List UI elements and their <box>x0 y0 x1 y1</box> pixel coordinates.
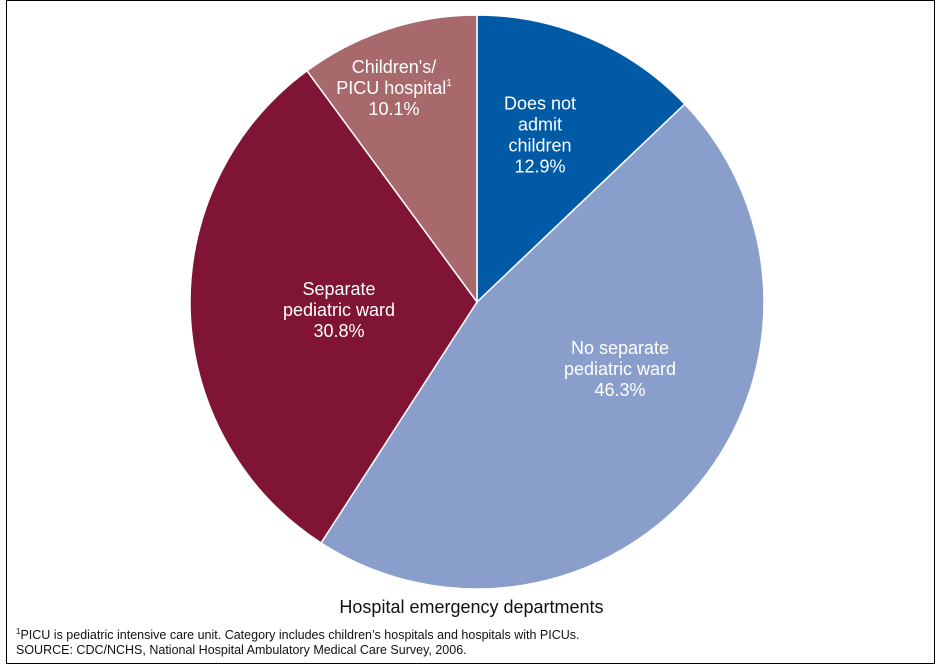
footnote-text: PICU is pediatric intensive care unit. C… <box>20 628 580 642</box>
chart-caption: Hospital emergency departments <box>339 597 604 617</box>
footnote-marker: 1 <box>16 626 21 636</box>
slice-name-label: pediatric ward <box>564 359 676 379</box>
chart-notes: 1PICU is pediatric intensive care unit. … <box>16 626 580 658</box>
slice-name-label: children <box>508 135 571 155</box>
pie-slice-2 <box>189 69 478 544</box>
slice-value-label: 12.9% <box>514 156 565 176</box>
slice-name-label: Children's/ <box>352 57 436 77</box>
slice-name-label: Does not <box>504 93 576 113</box>
slice-name-label: No separate <box>571 338 669 358</box>
footnote: 1PICU is pediatric intensive care unit. … <box>16 626 580 643</box>
slice-value-label: 46.3% <box>594 380 645 400</box>
slice-name-label: Separate <box>302 279 375 299</box>
slice-name-label: admit <box>518 114 562 134</box>
slice-name-label: PICU hospital1 <box>336 78 452 98</box>
pie-slice-3 <box>305 14 478 305</box>
pie-slice-0 <box>476 14 686 304</box>
source-note: SOURCE: CDC/NCHS, National Hospital Ambu… <box>16 643 467 657</box>
slice-value-label: 30.8% <box>313 321 364 341</box>
slice-name-label: pediatric ward <box>283 300 395 320</box>
slice-value-label: 10.1% <box>368 99 419 119</box>
footnote-marker: 1 <box>446 78 452 89</box>
pie-slice-1 <box>320 102 765 590</box>
